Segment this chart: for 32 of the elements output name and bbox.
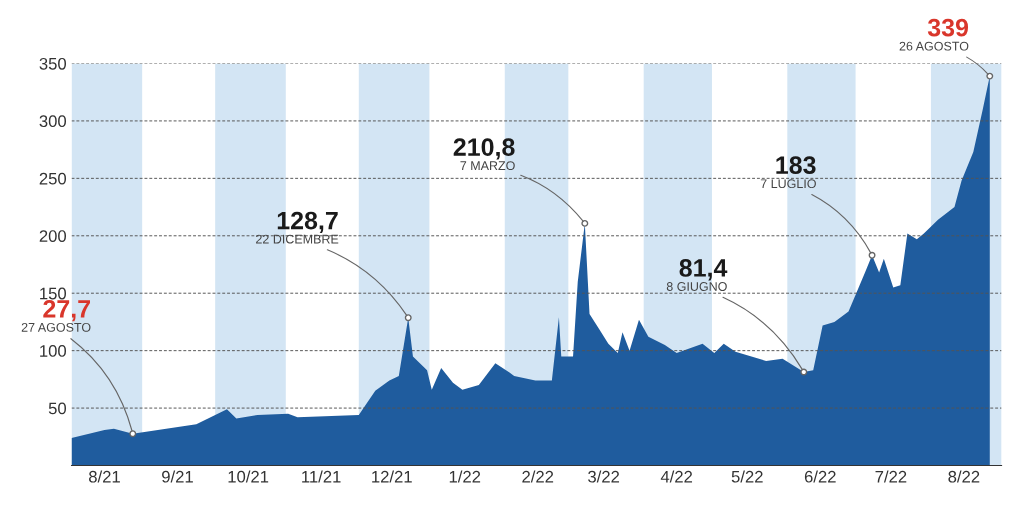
x-tick-label: 2/22	[522, 470, 554, 483]
y-tick-label: 200	[39, 230, 67, 242]
x-tick-label: 6/22	[804, 470, 836, 483]
x-tick-label: 8/21	[89, 470, 120, 483]
annotation: 22 DICEMBRE	[256, 234, 339, 244]
annotation: 27,7	[43, 299, 90, 322]
y-tick-label: 150	[40, 287, 67, 300]
annotation: 128,7	[277, 211, 338, 234]
annotation: 7 LUGLIO	[760, 179, 816, 189]
annotation: 183	[776, 156, 816, 175]
y-tick-label: 250	[39, 172, 67, 185]
x-tick-label: 1/22	[449, 470, 481, 483]
annotation: 210,8	[453, 138, 515, 160]
annotation: 7 MARZO	[460, 161, 515, 171]
x-tick-label: 9/21	[162, 470, 193, 483]
x-tick-label: 8/22	[948, 470, 980, 483]
x-tick-label: 4/22	[660, 470, 693, 483]
y-tick-label: 300	[39, 115, 67, 128]
annotation: 27 AGOSTO	[21, 322, 91, 332]
y-tick-label: 350	[39, 57, 67, 70]
y-tick-label: 100	[40, 345, 67, 357]
annotation: 339	[927, 18, 969, 37]
x-tick-label: 7/22	[875, 470, 907, 483]
annotation: 26 AGOSTO	[899, 41, 969, 51]
x-tick-label: 12/21	[372, 470, 412, 483]
y-tick-label: 50	[48, 402, 67, 415]
x-tick-label: 10/21	[228, 470, 269, 483]
annotation: 8 GIUGNO	[666, 282, 727, 291]
x-tick-label: 11/21	[302, 470, 341, 483]
annotation: 81,4	[679, 259, 728, 281]
x-tick-label: 5/22	[731, 470, 763, 483]
x-tick-label: 3/22	[588, 470, 620, 483]
